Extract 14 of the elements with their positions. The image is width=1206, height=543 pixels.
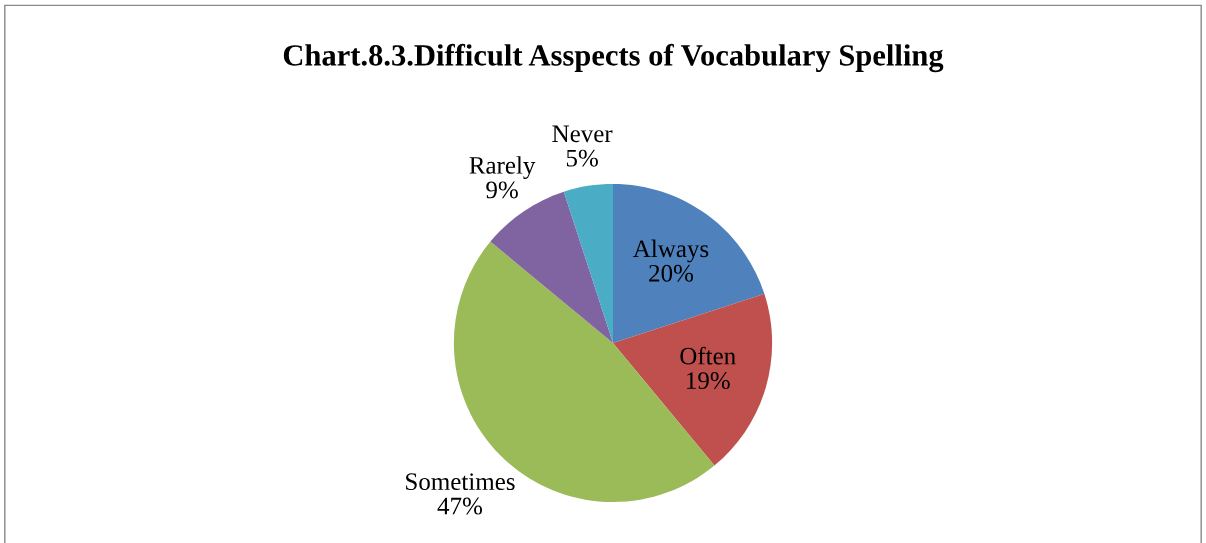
slice-label: Always [633, 239, 709, 263]
slice-label: Never [552, 125, 613, 143]
chart-title: Chart.8.3.Difficult Asspects of Vocabulary Spelling [283, 43, 944, 73]
pie-slice [563, 183, 613, 343]
data-label: 9% [486, 181, 518, 199]
slice-label: Rarely [469, 156, 536, 179]
pie-slice [613, 183, 765, 343]
data-label: 5% [566, 149, 598, 167]
slice-label: Often [680, 346, 736, 365]
data-label: 47% [437, 497, 483, 515]
data-label: 20% [649, 264, 694, 282]
pie-slice [613, 293, 773, 466]
data-label: 19% [687, 372, 730, 390]
slice-label: Sometimes [406, 473, 515, 491]
